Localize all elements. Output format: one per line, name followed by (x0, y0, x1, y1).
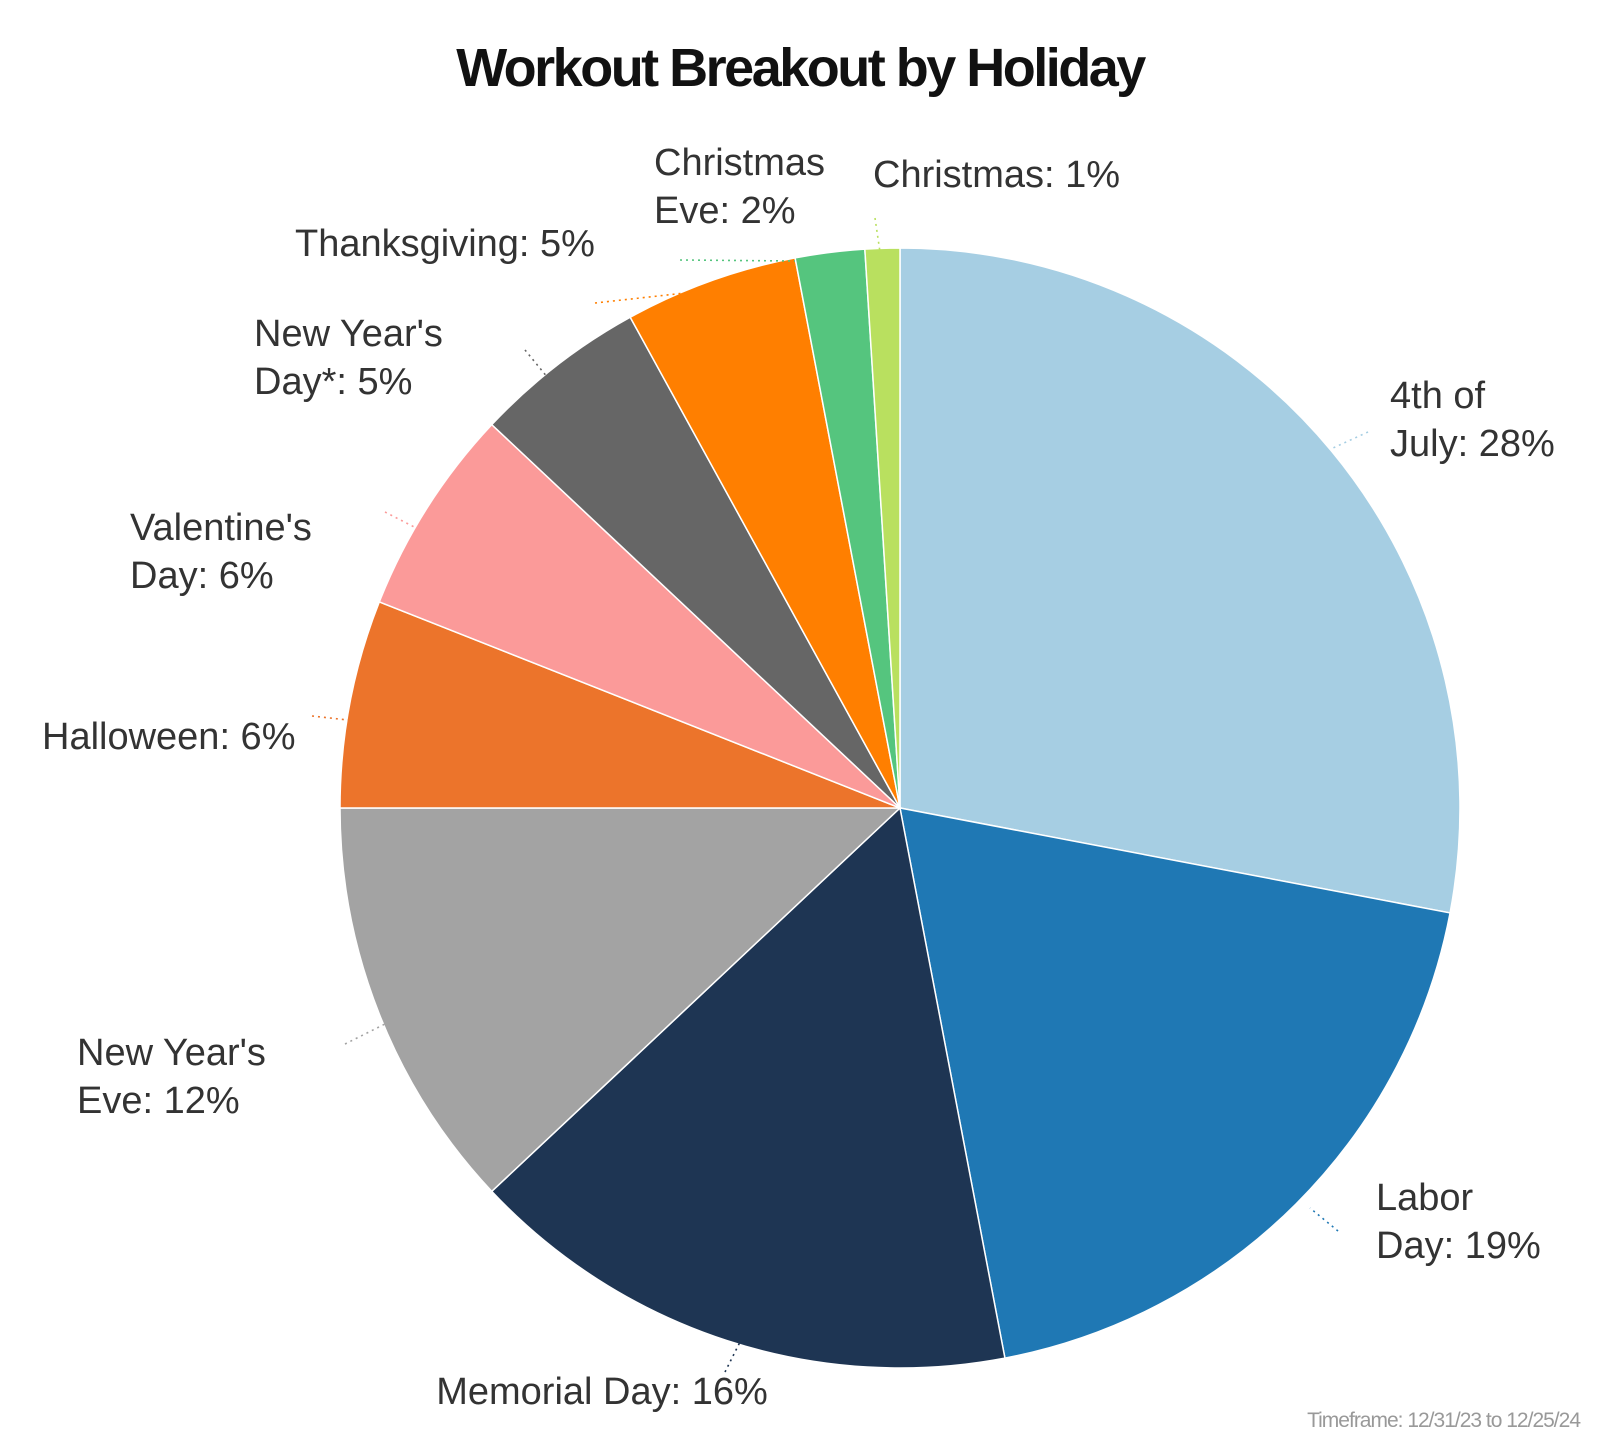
slice-label: New Year's Eve: 12% (77, 1032, 266, 1122)
pie-slice-new-year-s-day (490, 316, 901, 809)
pie-slice-new-year-s-eve (339, 807, 902, 1193)
leader-line (594, 291, 695, 304)
pie-slice-4th-of-july (899, 247, 1461, 914)
timeframe-note: Timeframe: 12/31/23 to 12/25/24 (1307, 1409, 1581, 1432)
pie-slice-valentine-s-day (378, 423, 901, 809)
slice-label: New Year's Day*: 5% (254, 313, 443, 403)
leader-line (344, 1023, 386, 1045)
slice-labels: 4th of July: 28% Labor Day: 19% Memorial Day… (42, 142, 1555, 1413)
leader-line (384, 511, 421, 531)
slice-label: 4th of July: 28% (1390, 375, 1555, 465)
pie-slice-labor-day (899, 807, 1451, 1359)
pie-slices (339, 247, 1461, 1369)
pie-slice-memorial-day (490, 806, 1006, 1369)
pie-slice-halloween (339, 600, 901, 809)
slice-label: Valentine's Day: 6% (130, 507, 312, 597)
slice-label: Christmas Eve: 2% (654, 142, 825, 232)
pie-slice-thanksgiving (629, 257, 901, 809)
label-leaders (311, 217, 1369, 1373)
leader-line (679, 259, 796, 262)
leader-line (311, 715, 349, 721)
chart-title: Workout Breakout by Holiday (456, 38, 1146, 98)
slice-label: Memorial Day: 16% (436, 1371, 768, 1413)
pie-slice-christmas (864, 247, 901, 809)
slice-label: Halloween: 6% (42, 716, 295, 758)
slice-label: Christmas: 1% (873, 154, 1120, 196)
leader-line (1332, 431, 1369, 449)
leader-line (524, 349, 549, 379)
slice-label: Thanksgiving: 5% (295, 223, 595, 265)
leader-line (1309, 1207, 1339, 1232)
leader-line (724, 1341, 741, 1373)
slice-label: Labor Day: 19% (1376, 1177, 1541, 1267)
leader-line (874, 217, 881, 253)
